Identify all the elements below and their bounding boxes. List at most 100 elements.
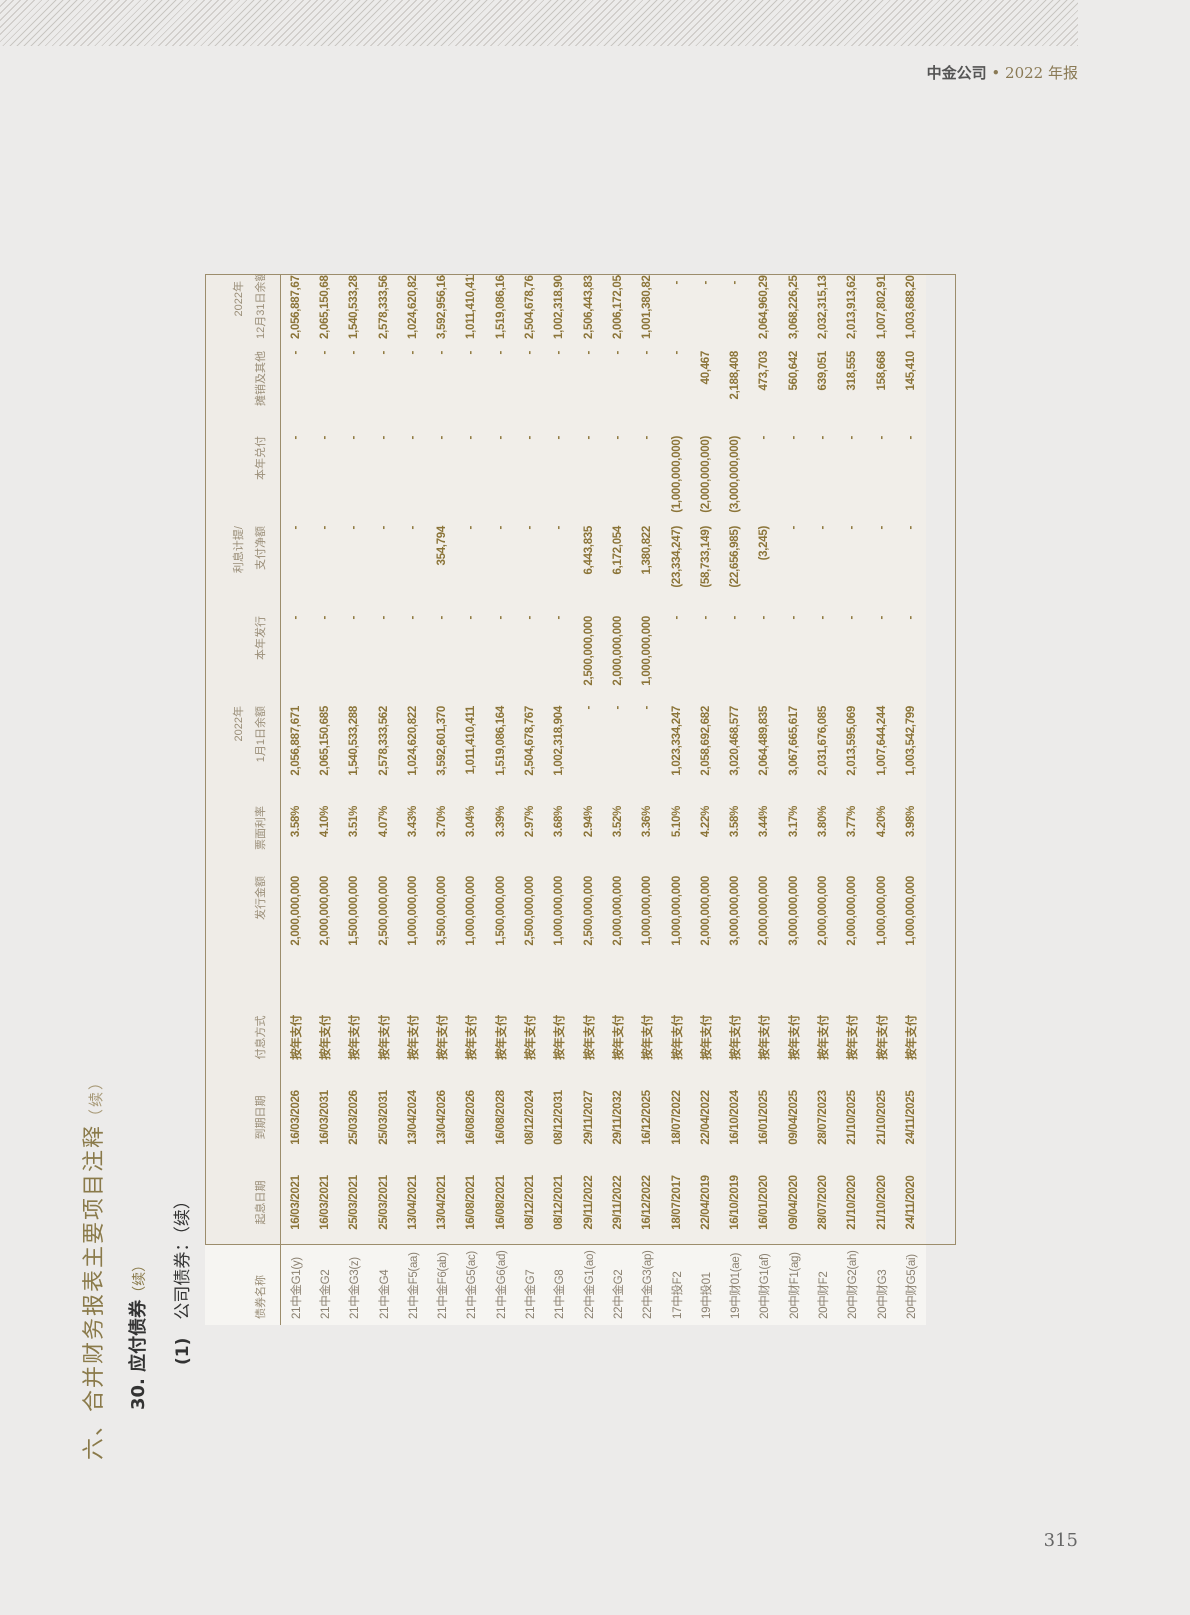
cell-amortization-other: 145,410 xyxy=(896,345,926,430)
cell-opening-balance: 2,056,887,671 xyxy=(280,700,311,800)
cell-issue-amount: 3,000,000,000 xyxy=(779,870,809,1000)
cell-interest-net: - xyxy=(866,520,897,610)
cell-opening-balance: 2,013,595,069 xyxy=(837,700,867,800)
cell-maturity-date: 28/07/2023 xyxy=(808,1075,838,1160)
cell-interest-net: - xyxy=(779,520,809,610)
cell-coupon-rate: 3.04% xyxy=(456,800,487,870)
cell-coupon-rate: 5.10% xyxy=(661,800,692,870)
cell-redeemed-this-year: (2,000,000,000) xyxy=(691,430,721,520)
cell-interest-net: - xyxy=(896,520,926,610)
table-body: 21中金G1(y) 16/03/2021 16/03/2026 按年支付 2,000,0… xyxy=(280,275,926,1325)
cell-interest-net: - xyxy=(544,520,574,610)
table-row: 21中金G6(ad) 16/08/2021 16/08/2028 按年支付 1,500,… xyxy=(486,275,516,1325)
cell-payment-method: 按年支付 xyxy=(456,1000,487,1075)
cell-issue-amount: 2,000,000,000 xyxy=(691,870,721,1000)
cell-payment-method: 按年支付 xyxy=(896,1000,926,1075)
cell-maturity-date: 24/11/2025 xyxy=(896,1075,926,1160)
header-maturity-date: 到期日期 xyxy=(205,1075,281,1160)
cell-opening-balance: 1,024,620,822 xyxy=(398,700,428,800)
cell-opening-balance: 1,007,644,244 xyxy=(866,700,897,800)
cell-closing-balance: 2,006,172,054 xyxy=(603,275,633,345)
cell-value-date: 09/04/2020 xyxy=(779,1160,809,1245)
table-row: 19中财01(ae) 16/10/2019 16/10/2024 按年支付 3,000,… xyxy=(720,275,750,1325)
subnote-cont: （续） xyxy=(173,1192,193,1235)
cell-closing-balance: 2,032,315,136 xyxy=(808,275,838,345)
cell-bond-name: 20中财G2(ah) xyxy=(837,1245,867,1325)
cell-payment-method: 按年支付 xyxy=(339,1000,369,1075)
subnote-number: (1) xyxy=(173,1337,193,1365)
cell-interest-net: 1,380,822 xyxy=(632,520,662,610)
cell-issued-this-year: - xyxy=(486,610,516,700)
cell-amortization-other: 158,668 xyxy=(866,345,897,430)
cell-bond-name: 20中财G5(ai) xyxy=(896,1245,926,1325)
cell-opening-balance: 3,020,468,577 xyxy=(720,700,750,800)
table-row: 21中金G2 16/03/2021 16/03/2031 按年支付 2,000,000,… xyxy=(310,275,340,1325)
header-bond-name: 债券名称 xyxy=(205,1245,281,1325)
cell-issued-this-year: - xyxy=(896,610,926,700)
cell-coupon-rate: 3.51% xyxy=(339,800,369,870)
cell-coupon-rate: 3.58% xyxy=(280,800,311,870)
cell-closing-balance: 1,003,688,209 xyxy=(896,275,926,345)
cell-bond-name: 21中金G6(ad) xyxy=(486,1245,516,1325)
report-name: 2022 年报 xyxy=(1005,64,1078,82)
cell-value-date: 13/04/2021 xyxy=(398,1160,428,1245)
cell-value-date: 16/01/2020 xyxy=(749,1160,780,1245)
cell-value-date: 08/12/2021 xyxy=(515,1160,545,1245)
cell-bond-name: 22中金G1(ao) xyxy=(573,1245,604,1325)
cell-amortization-other: 639,051 xyxy=(808,345,838,430)
cell-bond-name: 21中金F5(aa) xyxy=(398,1245,428,1325)
cell-payment-method: 按年支付 xyxy=(398,1000,428,1075)
cell-closing-balance: 1,007,802,912 xyxy=(866,275,897,345)
cell-issued-this-year: 2,000,000,000 xyxy=(603,610,633,700)
cell-interest-net: - xyxy=(837,520,867,610)
cell-value-date: 22/04/2019 xyxy=(691,1160,721,1245)
table-row: 22中金G3(ap) 16/12/2022 16/12/2025 按年支付 1,000,… xyxy=(632,275,662,1325)
cell-opening-balance: 1,023,334,247 xyxy=(661,700,692,800)
cell-bond-name: 20中财F1(ag) xyxy=(779,1245,809,1325)
table-row: 20中财G2(ah) 21/10/2020 21/10/2025 按年支付 2,000,… xyxy=(837,275,867,1325)
cell-redeemed-this-year: - xyxy=(310,430,340,520)
cell-redeemed-this-year: - xyxy=(573,430,604,520)
table-row: 22中金G2 29/11/2022 29/11/2032 按年支付 2,000,000,… xyxy=(603,275,633,1325)
cell-bond-name: 20中财F2 xyxy=(808,1245,838,1325)
cell-payment-method: 按年支付 xyxy=(515,1000,545,1075)
header-value-date: 起息日期 xyxy=(205,1160,281,1245)
cell-closing-balance: 3,068,226,259 xyxy=(779,275,809,345)
cell-value-date: 16/03/2021 xyxy=(310,1160,340,1245)
cell-closing-balance: 1,024,620,822 xyxy=(398,275,428,345)
cell-redeemed-this-year: - xyxy=(603,430,633,520)
cell-redeemed-this-year: - xyxy=(456,430,487,520)
cell-redeemed-this-year: - xyxy=(486,430,516,520)
cell-issued-this-year: - xyxy=(691,610,721,700)
cell-coupon-rate: 3.80% xyxy=(808,800,838,870)
subnote-title: 公司债券： xyxy=(173,1234,193,1320)
cell-maturity-date: 08/12/2031 xyxy=(544,1075,574,1160)
cell-issue-amount: 1,000,000,000 xyxy=(632,870,662,1000)
section-title: 六、合并财务报表主要项目注释 xyxy=(82,1123,107,1460)
cell-closing-balance: 2,064,960,293 xyxy=(749,275,780,345)
cell-redeemed-this-year: - xyxy=(779,430,809,520)
cell-amortization-other: - xyxy=(398,345,428,430)
cell-opening-balance: 3,592,601,370 xyxy=(427,700,457,800)
decorative-hatch-band xyxy=(0,0,1078,46)
table-row: 17中投F2 18/07/2017 18/07/2022 按年支付 1,000,000,… xyxy=(661,275,692,1325)
cell-redeemed-this-year: - xyxy=(896,430,926,520)
bonds-table-wrapper: 债券名称 起息日期 到期日期 付息方式 发行金额 票面利率 2022年 1月1日余额 本年发行利… xyxy=(205,274,956,1325)
table-row: 21中金G4 25/03/2021 25/03/2031 按年支付 2,500,000,… xyxy=(368,275,399,1325)
note-title: 30. 应付债券 xyxy=(128,1299,149,1410)
cell-payment-method: 按年支付 xyxy=(691,1000,721,1075)
cell-issued-this-year: - xyxy=(720,610,750,700)
cell-amortization-other: - xyxy=(573,345,604,430)
cell-amortization-other: 473,703 xyxy=(749,345,780,430)
cell-payment-method: 按年支付 xyxy=(544,1000,574,1075)
cell-issued-this-year: 2,500,000,000 xyxy=(573,610,604,700)
section-cont: （续） xyxy=(87,1072,105,1124)
cell-coupon-rate: 3.43% xyxy=(398,800,428,870)
cell-redeemed-this-year: (3,000,000,000) xyxy=(720,430,750,520)
cell-interest-net: - xyxy=(515,520,545,610)
cell-issued-this-year: - xyxy=(398,610,428,700)
cell-amortization-other: - xyxy=(339,345,369,430)
cell-coupon-rate: 2.97% xyxy=(515,800,545,870)
cell-payment-method: 按年支付 xyxy=(486,1000,516,1075)
cell-maturity-date: 18/07/2022 xyxy=(661,1075,692,1160)
